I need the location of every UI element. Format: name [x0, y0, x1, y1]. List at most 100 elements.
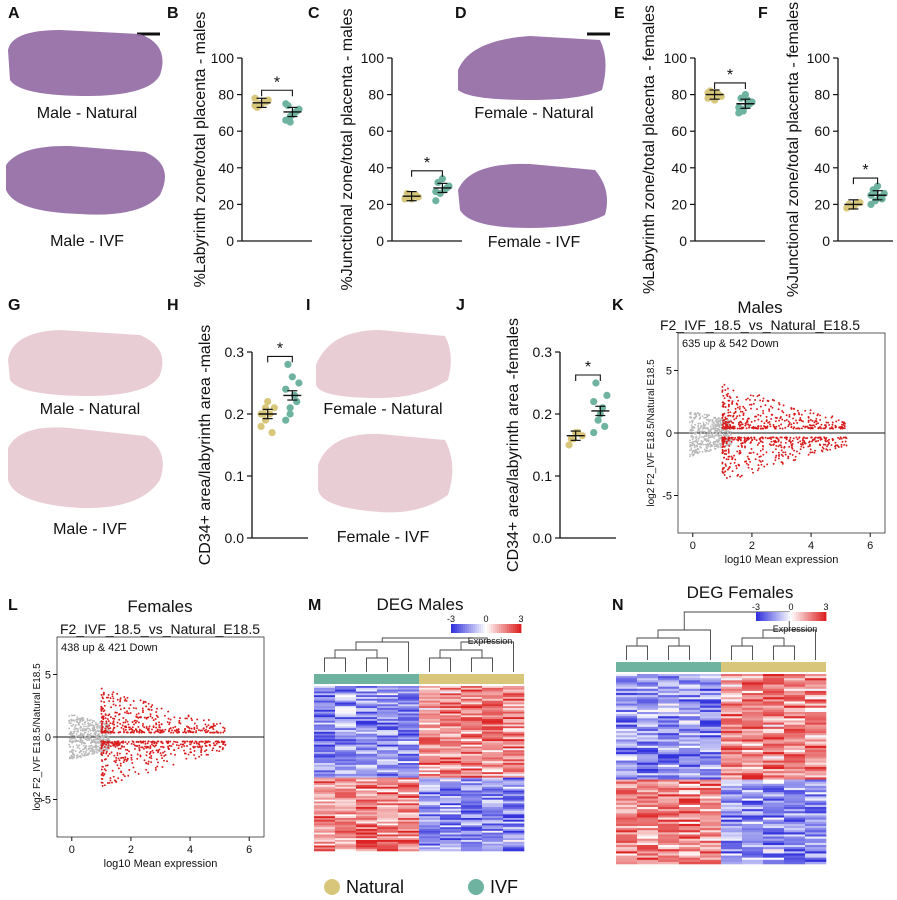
- heatmap-cell: [482, 845, 504, 848]
- heatmap-cell: [482, 742, 504, 745]
- ma-point: [706, 415, 709, 418]
- heatmap-cell: [482, 764, 504, 767]
- heatmap-cell: [658, 720, 680, 723]
- heatmap-cell: [679, 855, 701, 858]
- ma-point: [75, 736, 77, 739]
- ma-point: [737, 463, 740, 466]
- ma-point: [789, 452, 792, 455]
- ma-point: [111, 769, 114, 772]
- ma-point: [117, 747, 120, 750]
- ma-point: [777, 408, 780, 411]
- heatmap-cell: [503, 719, 525, 722]
- heatmap-cell: [461, 794, 483, 797]
- heatmap-cell: [658, 851, 680, 854]
- heatmap-cell: [700, 849, 722, 852]
- heatmap-cell: [356, 742, 378, 745]
- heatmap-cell: [461, 825, 483, 828]
- heatmap-cell: [482, 810, 504, 813]
- ma-point: [208, 727, 211, 730]
- heatmap-cell: [335, 801, 357, 804]
- ma-point: [83, 748, 86, 750]
- heatmap-cell: [721, 690, 743, 694]
- ma-point: [90, 741, 93, 744]
- ma-point: [689, 455, 691, 458]
- ma-point: [73, 732, 75, 734]
- heatmap-cell: [419, 708, 441, 711]
- ma-point: [105, 722, 108, 725]
- ma-point: [835, 425, 837, 428]
- heatmap-cell: [398, 797, 420, 800]
- heatmap-cell: [314, 779, 336, 782]
- heatmap-cell: [314, 708, 336, 711]
- heatmap-cell: [440, 823, 462, 826]
- heatmap-cell: [658, 809, 680, 812]
- ma-point: [81, 729, 84, 731]
- heatmap-cell: [356, 763, 378, 766]
- heatmap-cell: [616, 847, 638, 850]
- ma-point: [709, 445, 712, 448]
- ma-point: [224, 744, 227, 746]
- heatmap-cell: [440, 821, 462, 824]
- heatmap-cell: [721, 743, 743, 747]
- ma-point: [729, 411, 732, 414]
- ma-point: [809, 418, 812, 421]
- ma-point: [713, 447, 716, 450]
- heatmap-cell: [314, 706, 336, 709]
- ma-point: [824, 416, 827, 419]
- ma-point: [733, 418, 736, 421]
- heatmap-cell: [637, 773, 659, 776]
- heatmap-cell: [356, 726, 378, 729]
- ma-point: [101, 726, 104, 729]
- ma-point: [824, 443, 827, 446]
- heatmap-cell: [482, 786, 504, 789]
- dendrogram-branch: [429, 657, 451, 672]
- heatmap-cell: [616, 819, 638, 823]
- data-point: [257, 422, 265, 430]
- heatmap-cell: [700, 785, 722, 789]
- ma-point: [222, 731, 225, 734]
- heatmap-cell: [784, 857, 806, 861]
- ma-point: [155, 714, 158, 717]
- heatmap-cell: [377, 770, 399, 773]
- heatmap-cell: [616, 792, 638, 795]
- ma-point: [101, 781, 104, 784]
- ma-point: [781, 427, 784, 430]
- ma-point: [695, 432, 698, 435]
- heatmap-cell: [763, 684, 785, 687]
- data-point: [282, 385, 290, 393]
- heatmap-cell: [503, 753, 525, 756]
- heatmap-cell: [482, 746, 504, 749]
- ma-point: [759, 455, 762, 458]
- ma-point: [173, 716, 176, 719]
- heatmap-cell: [377, 717, 399, 720]
- ma-point: [834, 441, 837, 444]
- ma-point: [732, 438, 735, 441]
- heatmap-cell: [616, 834, 638, 837]
- ma-point: [708, 434, 711, 437]
- legend-ivf-swatch: [468, 879, 484, 895]
- heatmap-cell: [679, 760, 701, 763]
- ma-point: [767, 421, 770, 424]
- heatmap-cell: [335, 763, 357, 766]
- heatmap-cell: [637, 674, 659, 677]
- heatmap-cell: [637, 832, 659, 835]
- ma-point: [707, 423, 710, 425]
- heatmap-cell: [440, 803, 462, 806]
- heatmap-cell: [742, 819, 764, 823]
- heatmap-cell: [335, 799, 357, 802]
- heatmap-cell: [616, 794, 638, 797]
- ma-point: [79, 729, 82, 732]
- ma-point: [693, 453, 695, 456]
- ma-point: [733, 461, 736, 464]
- heatmap-cell: [784, 823, 806, 827]
- heatmap-cell: [377, 808, 399, 811]
- heatmap-cell: [805, 754, 827, 757]
- ma-point: [187, 715, 190, 718]
- ma-point: [133, 743, 135, 746]
- ma-point: [709, 436, 712, 438]
- panel-letter-e: E: [614, 5, 625, 22]
- ma-point: [775, 444, 778, 447]
- heatmap-cell: [700, 684, 722, 687]
- deg-count: 438 up & 421 Down: [61, 642, 158, 654]
- heatmap-cell: [721, 771, 743, 774]
